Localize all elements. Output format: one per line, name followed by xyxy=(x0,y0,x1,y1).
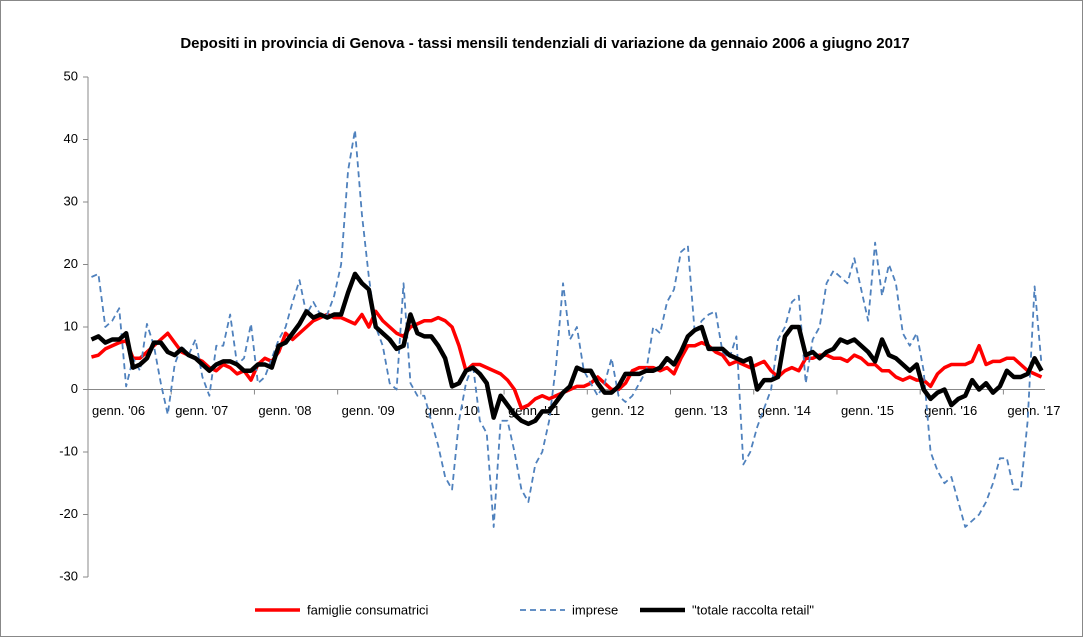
series-line xyxy=(90,271,1044,427)
legend-label: famiglie consumatrici xyxy=(307,602,428,617)
x-tick-label: genn. '06 xyxy=(92,403,145,418)
y-tick-label: 0 xyxy=(71,381,78,396)
y-tick-label: -20 xyxy=(59,506,78,521)
x-tick-label: genn. '13 xyxy=(675,403,728,418)
x-tick-label: genn. '12 xyxy=(591,403,644,418)
x-tick-label: genn. '17 xyxy=(1007,403,1060,418)
legend-label: "totale raccolta retail" xyxy=(692,602,814,617)
y-tick-label: 30 xyxy=(64,193,78,208)
y-tick-label: 50 xyxy=(64,68,78,83)
series-line xyxy=(91,129,1043,528)
y-tick-label: -30 xyxy=(59,568,78,583)
y-tick-label: 10 xyxy=(64,318,78,333)
y-tick-label: 20 xyxy=(64,256,78,271)
legend-label: imprese xyxy=(572,602,618,617)
x-tick-label: genn. '08 xyxy=(258,403,311,418)
chart-title: Depositi in provincia di Genova - tassi … xyxy=(180,35,909,52)
x-tick-label: genn. '10 xyxy=(425,403,478,418)
x-tick-label: genn. '09 xyxy=(342,403,395,418)
x-tick-label: genn. '07 xyxy=(175,403,228,418)
x-tick-label: genn. '16 xyxy=(924,403,977,418)
y-tick-label: 40 xyxy=(64,131,78,146)
x-tick-label: genn. '14 xyxy=(758,403,811,418)
y-tick-label: -10 xyxy=(59,443,78,458)
x-tick-label: genn. '15 xyxy=(841,403,894,418)
